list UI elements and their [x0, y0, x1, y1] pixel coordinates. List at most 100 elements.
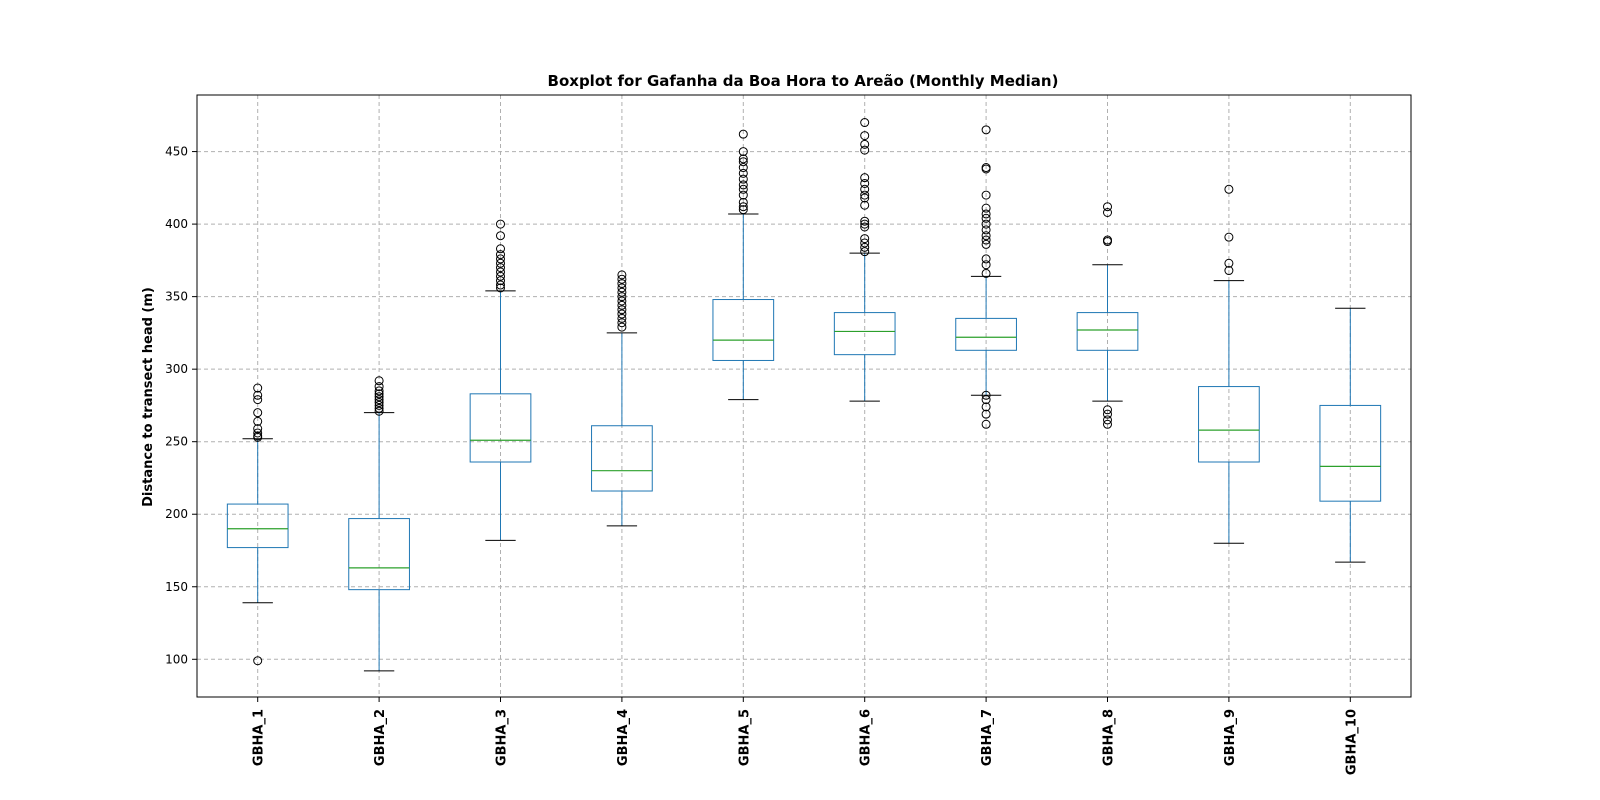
outlier-point: [981, 268, 991, 278]
y-tick-label: 350: [165, 290, 188, 304]
outlier-point: [1103, 405, 1112, 415]
outlier-point: [738, 205, 748, 215]
outlier-point: [738, 157, 748, 167]
x-tick-label: GBHA_6: [859, 709, 874, 766]
outlier-point: [981, 125, 991, 135]
outlier-point: [253, 390, 263, 400]
outlier-point: [860, 234, 870, 244]
outlier-point: [374, 392, 384, 402]
outlier-point: [981, 203, 991, 213]
outlier-point: [860, 145, 870, 155]
outlier-point: [860, 216, 870, 226]
outlier-point: [981, 190, 991, 200]
outlier-point: [496, 244, 505, 254]
y-tick-label: 300: [165, 362, 188, 376]
x-tick-label: GBHA_7: [980, 709, 995, 766]
outlier-point: [374, 406, 384, 416]
outlier-point: [860, 173, 870, 183]
outlier-point: [496, 276, 505, 286]
outlier-point: [981, 402, 991, 412]
box-gbha-1: [226, 383, 289, 666]
outlier-point: [860, 139, 870, 149]
outlier-point: [860, 184, 870, 194]
outlier-point: [860, 131, 870, 141]
box-gbha-9: [1198, 184, 1260, 544]
outlier-point: [738, 168, 748, 178]
box-gbha-8: [1076, 202, 1139, 429]
outlier-point: [496, 280, 505, 290]
outlier-point: [860, 193, 870, 203]
outlier-point: [617, 292, 627, 302]
outlier-point: [496, 271, 505, 281]
y-tick-label: 400: [165, 217, 188, 231]
outlier-point: [617, 309, 627, 319]
outlier-point: [738, 129, 748, 139]
outlier-point: [496, 250, 505, 260]
outlier-point: [981, 213, 991, 223]
y-tick-label: 100: [165, 652, 188, 666]
outlier-point: [496, 258, 505, 268]
outlier-point: [1103, 419, 1112, 429]
outlier-point: [617, 279, 627, 289]
x-tick-label: GBHA_10: [1344, 709, 1359, 775]
outlier-point: [374, 400, 384, 410]
iqr-box: [1076, 312, 1139, 351]
x-tick-label: GBHA_9: [1223, 709, 1238, 766]
x-tick-label: GBHA_3: [495, 709, 510, 766]
iqr-box: [1198, 386, 1260, 463]
box-gbha-7: [955, 125, 1017, 429]
outlier-point: [981, 395, 991, 405]
outlier-point: [374, 403, 384, 413]
outlier-point: [860, 242, 870, 252]
outlier-point: [374, 395, 384, 405]
outlier-point: [374, 398, 384, 408]
outlier-point: [738, 202, 748, 212]
outlier-point: [981, 260, 991, 270]
outlier-point: [738, 163, 748, 173]
outlier-point: [981, 254, 991, 264]
box-gbha-5: [712, 129, 775, 401]
y-tick-label: 450: [165, 145, 188, 159]
outlier-point: [617, 318, 627, 328]
outlier-point: [860, 178, 870, 188]
outlier-point: [253, 408, 263, 418]
x-tick-label: GBHA_8: [1102, 709, 1117, 766]
outlier-point: [617, 287, 627, 297]
iqr-box: [226, 503, 289, 549]
x-tick-label: GBHA_5: [737, 709, 752, 766]
outlier-point: [860, 247, 870, 257]
iqr-box: [955, 317, 1017, 351]
outlier-point: [981, 209, 991, 219]
outlier-point: [1103, 202, 1112, 212]
outlier-point: [981, 409, 991, 419]
outlier-point: [496, 231, 505, 241]
iqr-box: [469, 393, 532, 463]
outlier-point: [981, 239, 991, 249]
outlier-point: [1103, 409, 1112, 419]
outlier-point: [981, 390, 991, 400]
y-tick-label: 150: [165, 580, 188, 594]
outlier-point: [374, 382, 384, 392]
outlier-point: [617, 274, 627, 284]
box-gbha-10: [1319, 307, 1382, 563]
iqr-box: [591, 425, 653, 492]
outlier-point: [738, 154, 748, 164]
box-gbha-2: [348, 376, 410, 672]
x-tick-label: GBHA_4: [616, 709, 631, 766]
plot-frame: [196, 94, 1412, 698]
outlier-point: [738, 197, 748, 207]
outlier-point: [617, 296, 627, 306]
outlier-point: [374, 376, 384, 386]
outlier-point: [617, 313, 627, 323]
x-tick-label: GBHA_2: [373, 709, 388, 766]
x-tick-label: GBHA_1: [252, 709, 267, 766]
outlier-point: [1103, 235, 1112, 245]
outlier-point: [738, 147, 748, 157]
x-axis: GBHA_1 GBHA_2 GBHA_3 GBHA_4 GBHA_5 GBHA_6 GBHA…: [252, 697, 1359, 775]
outlier-point: [253, 424, 263, 434]
outlier-point: [253, 383, 263, 393]
outlier-point: [981, 235, 991, 245]
outlier-point: [617, 322, 627, 332]
